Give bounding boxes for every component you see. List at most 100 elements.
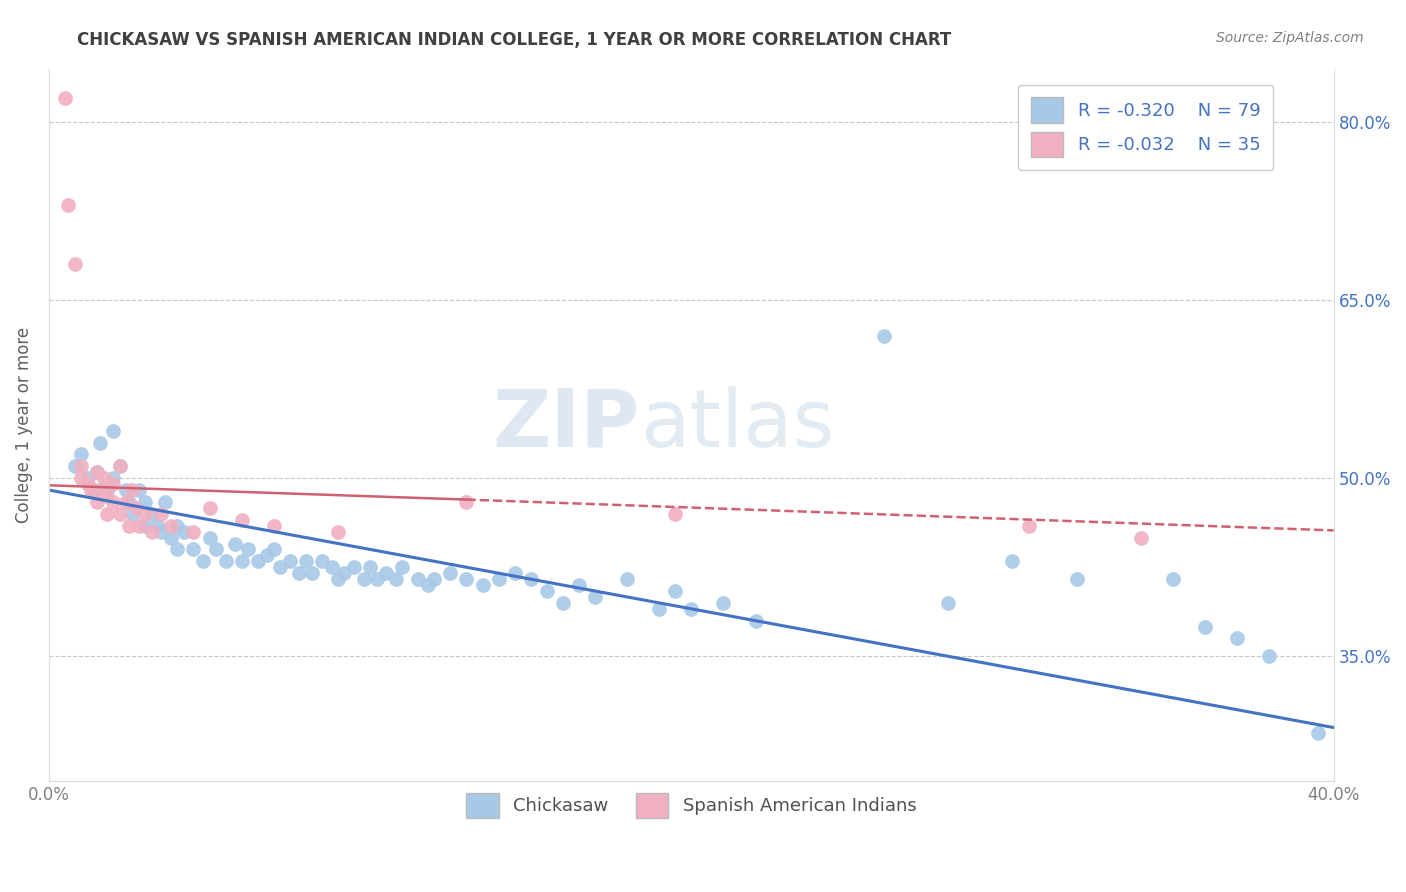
Text: ZIP: ZIP xyxy=(492,385,640,464)
Point xyxy=(93,471,115,485)
Point xyxy=(536,584,558,599)
Point xyxy=(108,459,131,474)
Point xyxy=(439,566,461,581)
Point xyxy=(191,554,214,568)
Point xyxy=(681,602,703,616)
Point xyxy=(214,554,236,568)
Point xyxy=(115,495,138,509)
Point xyxy=(160,531,183,545)
Point xyxy=(471,578,494,592)
Point xyxy=(173,524,195,539)
Point xyxy=(231,554,253,568)
Point xyxy=(183,542,205,557)
Point xyxy=(183,524,205,539)
Point xyxy=(80,483,103,497)
Point xyxy=(333,566,356,581)
Point xyxy=(416,578,439,592)
Point xyxy=(423,572,446,586)
Point xyxy=(134,495,156,509)
Text: CHICKASAW VS SPANISH AMERICAN INDIAN COLLEGE, 1 YEAR OR MORE CORRELATION CHART: CHICKASAW VS SPANISH AMERICAN INDIAN COL… xyxy=(77,31,952,49)
Point xyxy=(86,495,108,509)
Point xyxy=(103,495,125,509)
Point xyxy=(326,524,349,539)
Point xyxy=(1306,726,1329,740)
Point xyxy=(121,507,143,521)
Point xyxy=(231,513,253,527)
Point xyxy=(343,560,366,574)
Point xyxy=(744,614,766,628)
Point xyxy=(83,483,105,497)
Point xyxy=(503,566,526,581)
Legend: Chickasaw, Spanish American Indians: Chickasaw, Spanish American Indians xyxy=(460,786,924,825)
Point xyxy=(664,507,686,521)
Point xyxy=(311,554,333,568)
Point xyxy=(1194,619,1216,633)
Point xyxy=(616,572,638,586)
Point xyxy=(89,483,111,497)
Point xyxy=(96,489,118,503)
Point xyxy=(205,542,228,557)
Point xyxy=(70,471,93,485)
Point xyxy=(278,554,301,568)
Point xyxy=(108,507,131,521)
Point xyxy=(301,566,323,581)
Point xyxy=(146,518,169,533)
Point xyxy=(150,524,173,539)
Point xyxy=(121,483,143,497)
Point xyxy=(153,495,176,509)
Point xyxy=(359,560,381,574)
Y-axis label: College, 1 year or more: College, 1 year or more xyxy=(15,326,32,523)
Point xyxy=(103,471,125,485)
Point xyxy=(70,447,93,461)
Point xyxy=(236,542,259,557)
Point xyxy=(456,572,478,586)
Point xyxy=(664,584,686,599)
Point xyxy=(76,471,98,485)
Point xyxy=(125,500,148,515)
Text: atlas: atlas xyxy=(640,385,834,464)
Point xyxy=(583,590,606,604)
Point xyxy=(263,518,285,533)
Point xyxy=(353,572,375,586)
Point xyxy=(160,518,183,533)
Point xyxy=(269,560,291,574)
Point xyxy=(519,572,541,586)
Point xyxy=(134,507,156,521)
Point xyxy=(568,578,591,592)
Point xyxy=(63,459,86,474)
Point xyxy=(551,596,574,610)
Point xyxy=(263,542,285,557)
Point xyxy=(1018,518,1040,533)
Point xyxy=(141,507,163,521)
Point xyxy=(150,507,173,521)
Point xyxy=(134,518,156,533)
Point xyxy=(166,542,188,557)
Point xyxy=(141,524,163,539)
Point xyxy=(198,500,221,515)
Point xyxy=(366,572,388,586)
Point xyxy=(166,518,188,533)
Point xyxy=(96,507,118,521)
Text: Source: ZipAtlas.com: Source: ZipAtlas.com xyxy=(1216,31,1364,45)
Point xyxy=(115,483,138,497)
Point xyxy=(89,435,111,450)
Point xyxy=(326,572,349,586)
Point xyxy=(321,560,343,574)
Point xyxy=(103,477,125,491)
Point xyxy=(53,91,76,105)
Point xyxy=(96,483,118,497)
Point xyxy=(288,566,311,581)
Point xyxy=(456,495,478,509)
Point xyxy=(488,572,510,586)
Point xyxy=(70,459,93,474)
Point xyxy=(63,257,86,271)
Point xyxy=(936,596,959,610)
Point xyxy=(118,518,141,533)
Point xyxy=(1161,572,1184,586)
Point xyxy=(385,572,408,586)
Point xyxy=(873,328,896,343)
Point xyxy=(118,495,141,509)
Point xyxy=(1226,632,1249,646)
Point xyxy=(256,549,278,563)
Point xyxy=(713,596,735,610)
